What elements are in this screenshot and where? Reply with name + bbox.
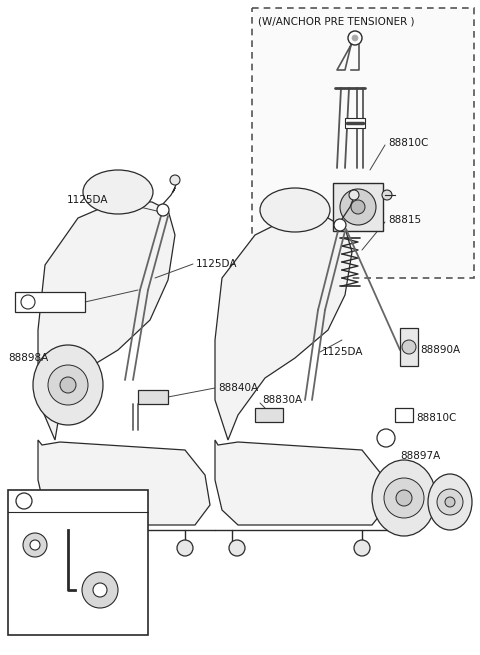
Bar [333,183,383,231]
Text: 88878: 88878 [28,525,61,535]
Circle shape [377,429,395,447]
Bar [8,490,148,635]
Circle shape [354,540,370,556]
Polygon shape [215,440,388,525]
Text: 88830A: 88830A [262,395,302,405]
Circle shape [340,189,376,225]
Circle shape [48,365,88,405]
Text: B: B [383,434,389,443]
Text: 88897A: 88897A [400,451,440,461]
Circle shape [16,493,32,509]
Bar [255,408,283,422]
Circle shape [349,190,359,200]
Circle shape [60,377,76,393]
Bar [252,8,474,278]
Ellipse shape [33,345,103,425]
Circle shape [384,478,424,518]
Circle shape [82,572,118,608]
Text: 88820C: 88820C [38,297,78,307]
Text: a: a [25,297,31,307]
Ellipse shape [83,170,153,214]
Text: 88840A: 88840A [218,383,258,393]
Circle shape [157,204,169,216]
Circle shape [334,219,346,231]
Circle shape [351,200,365,214]
Polygon shape [38,440,210,525]
Circle shape [229,540,245,556]
Text: 1125DA: 1125DA [67,195,108,205]
Circle shape [52,540,68,556]
Text: 1125DA: 1125DA [196,259,238,269]
Circle shape [23,533,47,557]
Text: 1125DA: 1125DA [322,347,363,357]
Circle shape [402,340,416,354]
Bar [395,408,413,422]
Polygon shape [215,215,352,440]
Circle shape [382,190,392,200]
Text: 88815: 88815 [388,215,421,225]
Circle shape [348,31,362,45]
Text: 88890A: 88890A [420,345,460,355]
Bar [400,328,418,366]
Ellipse shape [260,188,330,232]
Bar [15,292,85,312]
Ellipse shape [428,474,472,530]
Circle shape [396,490,412,506]
Circle shape [21,295,35,309]
Circle shape [177,540,193,556]
Circle shape [437,489,463,515]
Ellipse shape [372,460,436,536]
Text: (W/ANCHOR PRE TENSIONER ): (W/ANCHOR PRE TENSIONER ) [258,17,415,27]
Bar [345,118,365,128]
Text: 88877: 88877 [90,605,123,615]
Text: 88898A: 88898A [8,353,48,363]
Circle shape [30,540,40,550]
Circle shape [352,35,358,41]
Text: a: a [21,496,27,506]
Bar [138,390,168,404]
Circle shape [170,175,180,185]
Text: 88810C: 88810C [388,138,428,148]
Circle shape [445,497,455,507]
Text: 88810C: 88810C [416,413,456,423]
Circle shape [93,583,107,597]
Polygon shape [38,200,175,440]
